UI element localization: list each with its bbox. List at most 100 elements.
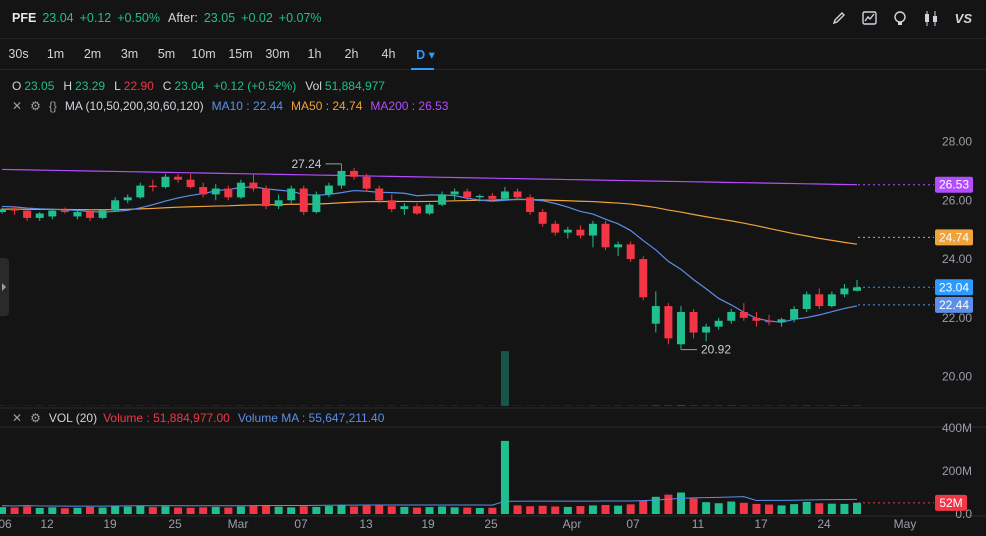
timeframe-5m[interactable]: 5m — [157, 47, 176, 61]
volume-bar — [224, 507, 233, 514]
candle-body — [186, 179, 195, 188]
volume-bar — [639, 500, 648, 514]
after-hours-price: 23.05 — [203, 11, 236, 25]
volume-bar — [827, 503, 836, 514]
collapse-sidebar-handle[interactable] — [0, 258, 9, 316]
last-price: 23.04 — [42, 11, 74, 25]
close-icon[interactable]: ✕ — [12, 411, 23, 425]
candle-body — [73, 212, 82, 217]
x-tick-label: 11 — [692, 517, 705, 531]
volume-bar — [174, 507, 183, 514]
volume-bar — [412, 507, 421, 514]
volume-bar — [375, 505, 384, 514]
timeframe-bar: 30s 1m 2m 3m 5m 10m 15m 30m 1h 2h 4h D ▾ — [0, 38, 986, 70]
timeframe-3m[interactable]: 3m — [120, 47, 139, 61]
volume-bar — [299, 506, 308, 514]
volume-bar — [362, 505, 371, 514]
volume-bar — [664, 494, 673, 514]
volume-bar — [136, 505, 145, 514]
volume-bar — [148, 507, 157, 514]
after-hours-label: After: — [167, 11, 198, 25]
volume-bar — [689, 498, 698, 514]
ma-legend: ✕ ⚙ {} MA (10,50,200,30,60,120) MA10 : 2… — [12, 97, 456, 115]
close-icon[interactable]: ✕ — [12, 99, 23, 113]
volume-bar-shadow — [500, 351, 509, 406]
timeframe-2m[interactable]: 2m — [83, 47, 102, 61]
volume-bar — [425, 507, 434, 514]
ticker-symbol[interactable]: PFE — [12, 11, 37, 25]
candle-body — [639, 259, 648, 298]
x-tick-label: 19 — [103, 517, 117, 531]
volume-bar — [563, 506, 572, 514]
volume-bar — [400, 506, 409, 514]
volume-tick-label: 0.0 — [955, 507, 972, 521]
timeframe-30s[interactable]: 30s — [8, 47, 29, 61]
candle-body — [312, 194, 321, 213]
volume-bar — [438, 506, 447, 514]
high-value: 23.29 — [75, 79, 106, 93]
volume-bar — [752, 503, 761, 514]
timeframe-2h[interactable]: 2h — [344, 47, 359, 61]
candle-body — [86, 212, 95, 218]
candle-body — [35, 213, 44, 218]
volume-bar — [123, 506, 132, 514]
candle-type-icon[interactable] — [923, 10, 939, 26]
volume-bar — [840, 503, 849, 514]
timeframe-15m[interactable]: 15m — [228, 47, 253, 61]
volume-bar-shadow — [727, 405, 736, 406]
price-label-text: 26.53 — [939, 178, 969, 192]
volume-bar — [764, 504, 773, 514]
volume-bar — [387, 506, 396, 514]
candle-body — [563, 229, 572, 233]
candle-body — [802, 294, 811, 310]
volume-bar — [312, 506, 321, 514]
volume-bar — [488, 507, 497, 514]
timeframe-1m[interactable]: 1m — [46, 47, 65, 61]
candle-body — [98, 210, 107, 218]
volume-bar-shadow — [689, 405, 698, 406]
code-icon[interactable]: {} — [48, 99, 57, 113]
candle-body — [350, 170, 359, 177]
volume-legend-value: Volume : 51,884,977.00 — [103, 411, 230, 425]
candle-body — [689, 311, 698, 333]
settings-icon[interactable]: ⚙ — [30, 99, 41, 113]
pencil-icon[interactable] — [832, 11, 846, 25]
quote-bar: PFE 23.04 +0.12 +0.50% After: 23.05 +0.0… — [0, 0, 986, 36]
timeframe-4h[interactable]: 4h — [381, 47, 396, 61]
ma-indicator-name: MA (10,50,200,30,60,120) — [64, 99, 204, 113]
close-label: C — [162, 79, 172, 93]
candle-body — [136, 185, 145, 198]
candle-body — [0, 209, 6, 213]
x-tick-label: 06 — [0, 517, 12, 531]
volume-bar — [249, 505, 258, 514]
high-label: H — [63, 79, 73, 93]
candle-body — [274, 200, 283, 207]
price-tick-label: 24.00 — [942, 252, 972, 266]
volume-bar — [324, 506, 333, 514]
ma10-line — [1, 186, 858, 323]
settings-icon[interactable]: ⚙ — [30, 411, 41, 425]
candle-body — [375, 188, 384, 201]
volume-ma-value: Volume MA : 55,647,211.40 — [237, 411, 385, 425]
candle-body — [840, 288, 849, 295]
x-tick-label: 12 — [40, 517, 54, 531]
timeframe-D[interactable]: D ▾ — [407, 47, 444, 70]
timeframe-30m[interactable]: 30m — [265, 47, 290, 61]
volume-bar — [86, 506, 95, 514]
x-tick-label: 07 — [626, 517, 640, 531]
vs-logo[interactable]: VS — [954, 10, 972, 26]
toolbar: VS — [832, 0, 978, 36]
volume-bar-shadow — [739, 405, 748, 406]
chart-area-icon[interactable] — [861, 11, 877, 25]
candle-body — [10, 209, 19, 211]
timeframe-1h[interactable]: 1h — [307, 47, 322, 61]
x-tick-label: 25 — [168, 517, 182, 531]
lightbulb-icon[interactable] — [893, 10, 907, 26]
change-value: +0.12 (+0.52%) — [213, 79, 297, 93]
volume-bar — [236, 506, 245, 514]
candle-body — [777, 319, 786, 323]
volume-bar — [350, 506, 359, 514]
volume-bar — [98, 507, 107, 514]
timeframe-10m[interactable]: 10m — [191, 47, 216, 61]
candle-body — [174, 176, 183, 180]
